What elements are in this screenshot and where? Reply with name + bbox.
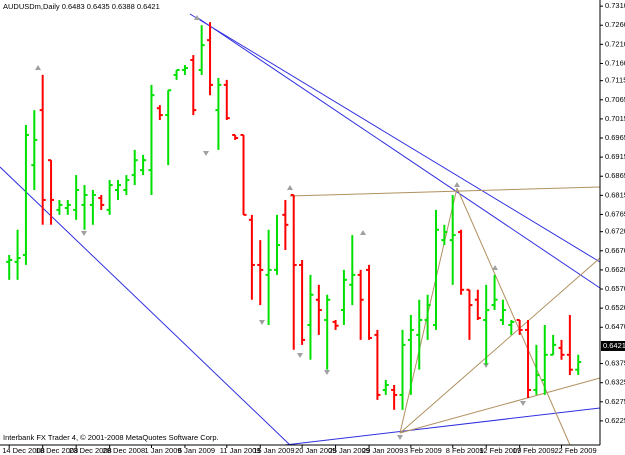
x-tick-label: 8 Feb 2009: [446, 446, 484, 455]
y-tick-label: 0.6965: [605, 133, 625, 142]
x-tick-label: 22 Feb 2009: [555, 446, 597, 455]
arrow-down: [324, 370, 330, 375]
trend-line: [197, 17, 601, 289]
trend-line: [0, 166, 291, 446]
chart-title: AUDUSDm,Daily 0.6483 0.6435 0.6388 0.642…: [3, 2, 160, 11]
x-tick-label: 17 Feb 2009: [513, 446, 555, 455]
arrow-down: [520, 401, 526, 406]
x-tick-label: 29 Jan 2009: [362, 446, 403, 455]
y-tick-label: 0.6375: [605, 359, 625, 368]
x-tick-label: 18 Dec 2008: [36, 446, 79, 455]
y-tick-label: 0.6275: [605, 397, 625, 406]
trend-lines: [0, 13, 601, 446]
x-tick-label: 1 Jan 2009: [144, 446, 181, 455]
y-tick-label: 0.7115: [605, 76, 625, 85]
last-price-box: [601, 340, 625, 351]
trend-line: [289, 186, 601, 197]
y-tick-label: 0.6765: [605, 209, 625, 218]
x-tick-label: 3 Feb 2009: [404, 446, 442, 455]
x-tick-label: 23 Dec 2008: [69, 446, 112, 455]
arrow-down: [483, 363, 489, 368]
arrow-down: [259, 320, 265, 325]
trend-line: [399, 257, 601, 434]
arrow-down: [397, 435, 403, 440]
y-tick-label: 0.6915: [605, 152, 625, 161]
x-tick-label: 6 Jan 2009: [178, 446, 215, 455]
x-tick-label: 25 Jan 2009: [329, 446, 370, 455]
arrow-up: [492, 265, 498, 270]
x-tick-label: 14 Dec 2008: [2, 446, 45, 455]
trend-line: [456, 187, 571, 446]
x-tick-label: 20 Jan 2009: [295, 446, 336, 455]
trend-line: [189, 13, 601, 263]
trend-line: [399, 377, 601, 434]
last-price-label: 0.6421: [603, 341, 625, 350]
trend-line: [284, 407, 601, 446]
arrow-up: [287, 185, 293, 190]
arrow-down: [297, 353, 303, 358]
y-tick-label: 0.6325: [605, 378, 625, 387]
x-tick-label: 11 Jan 2009: [220, 446, 261, 455]
fractal-arrows: [35, 15, 526, 440]
x-tick-label: 28 Dec 2008: [103, 446, 146, 455]
y-tick-label: 0.6225: [605, 416, 625, 425]
footer: Interbank FX Trader 4, © 2001-2008 MetaQ…: [3, 433, 219, 442]
y-tick-label: 0.7065: [605, 95, 625, 104]
arrow-up: [35, 65, 41, 70]
arrow-down: [81, 231, 87, 236]
arrow-up: [194, 15, 200, 20]
arrow-down: [203, 151, 209, 156]
arrow-up: [454, 182, 460, 187]
arrow-up: [360, 230, 366, 235]
x-tick-label: 15 Jan 2009: [253, 446, 294, 455]
y-tick-label: 0.7015: [605, 114, 625, 123]
x-tick-label: 12 Feb 2009: [479, 446, 521, 455]
y-tick-label: 0.6865: [605, 171, 625, 180]
y-tick-label: 0.6815: [605, 190, 625, 199]
